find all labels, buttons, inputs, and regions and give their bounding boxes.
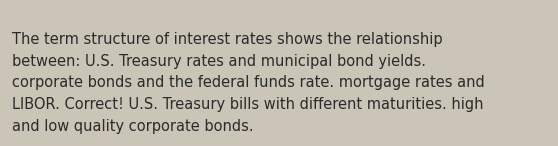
Text: The term structure of interest rates shows the relationship
between: U.S. Treasu: The term structure of interest rates sho…	[12, 32, 485, 134]
